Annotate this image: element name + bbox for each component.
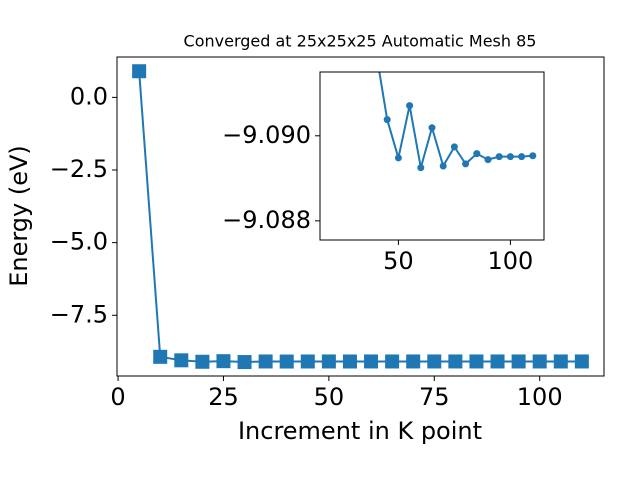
plot-frame xyxy=(319,71,545,241)
x-tick-label: 50 xyxy=(383,247,414,275)
y-tick-label: −2.5 xyxy=(50,155,108,183)
data-point xyxy=(518,153,526,161)
data-point xyxy=(321,354,336,369)
data-point xyxy=(574,354,589,369)
data-point xyxy=(473,150,481,158)
plot-area xyxy=(378,72,537,172)
data-point xyxy=(484,156,492,164)
x-tick-label: 0 xyxy=(110,383,125,411)
data-point xyxy=(385,354,400,369)
data-point xyxy=(364,354,379,369)
chart-title: Converged at 25x25x25 Automatic Mesh 85 xyxy=(184,32,537,51)
data-point xyxy=(279,354,294,369)
data-point xyxy=(490,354,505,369)
data-point xyxy=(342,354,357,369)
data-point xyxy=(448,354,463,369)
data-point xyxy=(462,160,470,168)
y-tick-label: −9.090 xyxy=(222,121,311,149)
data-point xyxy=(532,354,547,369)
data-point xyxy=(450,143,458,151)
data-point xyxy=(406,102,414,110)
x-tick-label: 50 xyxy=(314,383,345,411)
data-point xyxy=(439,162,447,170)
x-tick-label: 75 xyxy=(419,383,450,411)
data-line xyxy=(138,71,582,364)
data-point xyxy=(417,164,425,172)
data-point xyxy=(427,354,442,369)
data-point xyxy=(406,354,421,369)
data-point xyxy=(195,354,210,369)
y-tick-label: −9.088 xyxy=(222,206,311,234)
x-tick-label: 100 xyxy=(517,383,563,411)
data-point xyxy=(553,354,568,369)
plot-frame xyxy=(116,56,605,377)
y-axis-label: Energy (eV) xyxy=(5,145,33,287)
data-point xyxy=(529,152,537,160)
data-point xyxy=(428,124,436,132)
x-axis-label: Increment in K point xyxy=(238,417,482,445)
data-point xyxy=(153,349,168,364)
data-point xyxy=(511,354,526,369)
data-point xyxy=(300,354,315,369)
data-point xyxy=(216,354,231,369)
x-tick-label: 25 xyxy=(208,383,239,411)
data-point xyxy=(506,153,514,161)
data-point xyxy=(394,154,402,162)
data-point xyxy=(495,153,503,161)
data-point xyxy=(237,355,252,370)
y-tick-label: −7.5 xyxy=(50,300,108,328)
y-tick-label: 0.0 xyxy=(70,82,108,110)
data-point xyxy=(383,116,391,124)
data-point xyxy=(258,354,273,369)
y-tick-label: −5.0 xyxy=(50,228,108,256)
x-tick-label: 100 xyxy=(487,247,533,275)
plot-area xyxy=(132,64,589,370)
data-point xyxy=(174,353,189,368)
data-point xyxy=(469,354,484,369)
data-point xyxy=(132,64,147,79)
